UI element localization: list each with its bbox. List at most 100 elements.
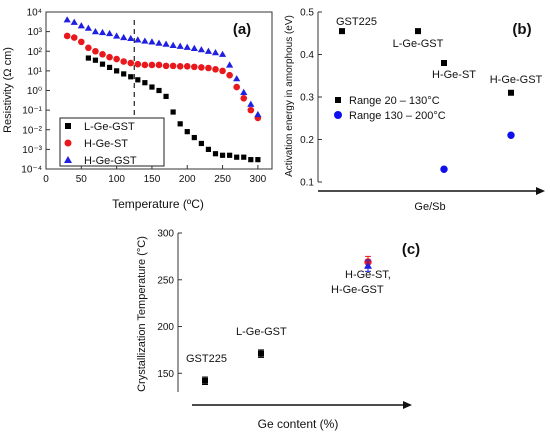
panel-a-point-h-ge-gst — [204, 47, 213, 54]
legend-marker-h-ge-st — [64, 139, 72, 147]
panel-a-point-l-ge-gst — [184, 129, 190, 135]
panel-b-point-l-ge-gst — [415, 28, 421, 35]
panel-a-point-h-ge-st — [70, 34, 78, 41]
legend-label-range-130-200: Range 130 – 200°C — [349, 110, 446, 122]
panel-a-point-h-ge-st — [134, 60, 142, 68]
panel-a-point-h-ge-st — [233, 83, 240, 91]
panel-b-point-h-ge-gst — [507, 131, 515, 139]
panel-c-y-axis-label: Crystallization Temperature (°C) — [136, 236, 148, 392]
panel-b-y-tick-label: 0.3 — [300, 93, 314, 104]
panel-c-y-tick-label: 150 — [157, 369, 174, 380]
panel-a-point-l-ge-gst — [191, 134, 197, 141]
panel-a-y-axis-label: Resistivity (Ω cm) — [2, 47, 14, 133]
legend-marker-l-ge-gst — [65, 123, 71, 129]
panel-a-point-h-ge-gst — [63, 16, 71, 23]
panel-a-point-h-ge-st — [205, 64, 212, 72]
panel-a-point-h-ge-st — [78, 38, 85, 46]
panel-b-category-label: H-Ge-GST — [490, 74, 543, 86]
panel-b-category-label: H-Ge-ST — [432, 69, 476, 81]
panel-a-point-l-ge-gst — [149, 84, 155, 90]
panel-a-y-tick-label: 10⁴ — [27, 8, 42, 19]
panel-b-y-tick-label: 0.4 — [300, 50, 314, 61]
panel-c-y-tick-label: 200 — [157, 322, 174, 333]
panel-c-annotation-h-ge-gst: H-Ge-GST — [331, 284, 384, 296]
panel-a-point-h-ge-st — [169, 62, 177, 70]
panel-b-category-labels: GST225 L-Ge-GST H-Ge-ST H-Ge-GST — [336, 16, 543, 86]
panel-c-y-ticks: 150 200 250 300 — [157, 229, 182, 380]
panel-a-point-l-ge-gst — [99, 61, 106, 67]
panel-a-x-tick-label: 0 — [43, 174, 49, 185]
panel-a-point-l-ge-gst — [241, 154, 247, 160]
panel-c-point-l-ge-gst — [258, 350, 264, 357]
panel-c-annotation-h-ge-st: H-Ge-ST, — [345, 269, 391, 281]
panel-a-x-tick-label: 50 — [76, 174, 88, 185]
panel-a-y-tick-label: 10⁻¹ — [22, 106, 42, 117]
panel-a-point-l-ge-gst — [135, 77, 141, 83]
panel-c-points — [202, 255, 372, 386]
panel-b: Activation energy in amorphous (eV) (b) … — [284, 8, 545, 213]
panel-a-point-h-ge-gst — [226, 61, 234, 68]
panel-a-x-tick-label: 100 — [108, 174, 125, 185]
panel-b-y-tick-label: 0.5 — [300, 8, 314, 19]
panel-a-point-h-ge-st — [63, 32, 71, 40]
panel-a-point-h-ge-st — [155, 61, 163, 69]
panel-b-category-label: GST225 — [336, 16, 377, 28]
panel-a-point-l-ge-gst — [255, 157, 261, 163]
panel-a-point-l-ge-gst — [227, 152, 233, 158]
panel-c-x-axis-label: Ge content (%) — [258, 417, 339, 431]
panel-a-point-h-ge-gst — [84, 24, 92, 31]
panel-a-point-h-ge-st — [198, 64, 205, 71]
panel-a-legend: L-Ge-GST H-Ge-ST H-Ge-GST — [59, 117, 165, 167]
panel-a-x-tick-label: 250 — [214, 174, 231, 185]
panel-a-point-h-ge-st — [219, 67, 226, 75]
panel-c-annotation-l-ge-gst: L-Ge-GST — [236, 326, 287, 338]
panel-a-point-h-ge-gst — [233, 75, 241, 82]
panel-a-point-h-ge-gst — [91, 28, 100, 35]
panel-a-point-h-ge-gst — [183, 43, 191, 50]
panel-a-legend-box — [59, 117, 165, 167]
panel-a-y-tick-label: 10³ — [28, 27, 43, 38]
panel-a-point-h-ge-gst — [254, 110, 262, 118]
panel-a-y-tick-label: 10⁻² — [22, 125, 42, 136]
panel-a-point-h-ge-gst — [197, 46, 205, 53]
panel-a-point-h-ge-st — [127, 59, 135, 67]
legend-label-h-ge-st: H-Ge-ST — [84, 138, 128, 150]
panel-b-x-arrow-head — [536, 187, 545, 195]
panel-a-points — [63, 16, 262, 163]
panel-c-x-arrow-head — [403, 401, 412, 409]
panel-b-y-ticks: 0.1 0.2 0.3 0.4 0.5 — [300, 8, 322, 189]
panel-a-x-tick-label: 200 — [179, 174, 196, 185]
panel-a-point-l-ge-gst — [177, 121, 183, 127]
legend-label-l-ge-gst: L-Ge-GST — [84, 121, 135, 133]
panel-c-label: (c) — [402, 241, 420, 258]
panel-a-y-tick-label: 10⁻⁴ — [21, 165, 42, 176]
panel-c-annotation-gst225: GST225 — [186, 353, 227, 365]
panel-a-point-l-ge-gst — [92, 57, 99, 63]
panel-a-point-h-ge-st — [148, 61, 156, 69]
panel-a-point-h-ge-st — [120, 58, 127, 65]
panel-a-point-l-ge-gst — [85, 55, 91, 61]
panel-a-point-h-ge-gst — [127, 34, 135, 42]
panel-b-point-h-ge-st — [440, 165, 448, 173]
panel-a-point-h-ge-st — [141, 61, 149, 69]
panel-a-point-h-ge-st — [247, 106, 255, 114]
legend-label-h-ge-gst: H-Ge-GST — [84, 155, 137, 167]
panel-a-point-h-ge-st — [106, 53, 113, 61]
panel-a-point-h-ge-st — [191, 63, 198, 71]
panel-a-point-l-ge-gst — [156, 87, 162, 94]
panel-b-y-tick-label: 0.1 — [300, 178, 314, 189]
panel-a-point-h-ge-gst — [105, 29, 114, 37]
panel-a: Resistivity (Ω cm) Temperature (ºC) (a) … — [2, 8, 273, 211]
panel-a-point-h-ge-st — [240, 95, 248, 102]
panel-a-point-h-ge-st — [226, 71, 233, 79]
panel-a-point-h-ge-gst — [120, 33, 128, 41]
panel-a-label: (a) — [233, 21, 251, 38]
panel-a-point-h-ge-gst — [134, 36, 142, 43]
panel-a-point-h-ge-gst — [218, 50, 227, 57]
panel-a-point-h-ge-st — [183, 63, 191, 70]
panel-a-x-tick-label: 150 — [144, 174, 161, 185]
panel-a-point-l-ge-gst — [142, 80, 148, 86]
panel-a-point-h-ge-st — [99, 50, 106, 58]
panel-a-point-l-ge-gst — [106, 64, 113, 71]
